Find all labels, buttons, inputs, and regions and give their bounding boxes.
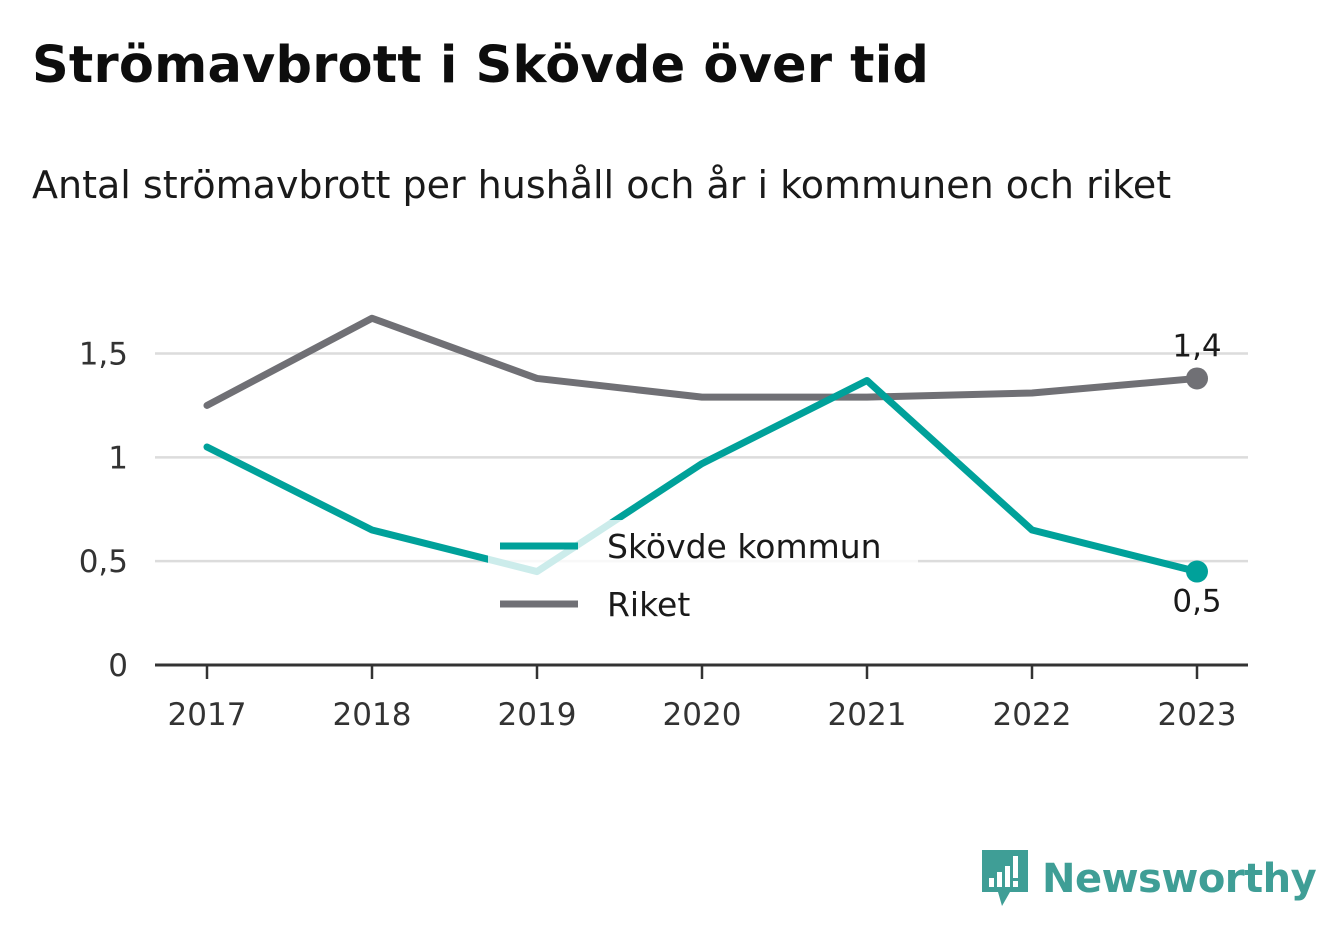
end-value-label: 1,4 [1172, 328, 1221, 364]
series-lines [203, 314, 1201, 576]
x-tick-label: 2021 [828, 697, 907, 733]
brand-name: Newsworthy [1042, 856, 1317, 902]
end-value-label: 0,5 [1172, 584, 1221, 620]
y-tick-label: 0,5 [79, 544, 128, 580]
y-tick-label: 1 [108, 440, 128, 476]
x-tick-label: 2022 [993, 697, 1072, 733]
legend-background [488, 520, 918, 630]
legend: Skövde kommun Riket [488, 520, 918, 630]
x-tick-label: 2020 [663, 697, 742, 733]
y-tick-label: 1,5 [79, 337, 128, 373]
x-tick-label: 2017 [168, 697, 247, 733]
legend-label: Skövde kommun [607, 527, 882, 566]
newsworthy-logo-icon [982, 850, 1028, 906]
brand-logo: Newsworthy [980, 848, 1317, 910]
y-axis-ticks: 0 0,5 1 1,5 [79, 337, 128, 684]
end-markers: 0,5 1,4 [1172, 328, 1221, 619]
chart-title: Strömavbrott i Skövde över tid [32, 36, 930, 95]
end-point-marker [1186, 367, 1208, 390]
y-tick-label: 0 [108, 648, 128, 684]
legend-label: Riket [607, 585, 690, 624]
end-point-marker [1186, 560, 1208, 583]
series-line-riket [203, 314, 1201, 409]
chart-subtitle: Antal strömavbrott per hushåll och år i … [32, 163, 1172, 207]
x-tick-label: 2018 [333, 697, 412, 733]
series-line-skovde-kommun [203, 377, 1201, 576]
x-tick-label: 2023 [1158, 697, 1237, 733]
x-tick-label: 2019 [498, 697, 577, 733]
x-axis-ticks: 2017 2018 2019 2020 2021 2022 2023 [168, 665, 1237, 733]
